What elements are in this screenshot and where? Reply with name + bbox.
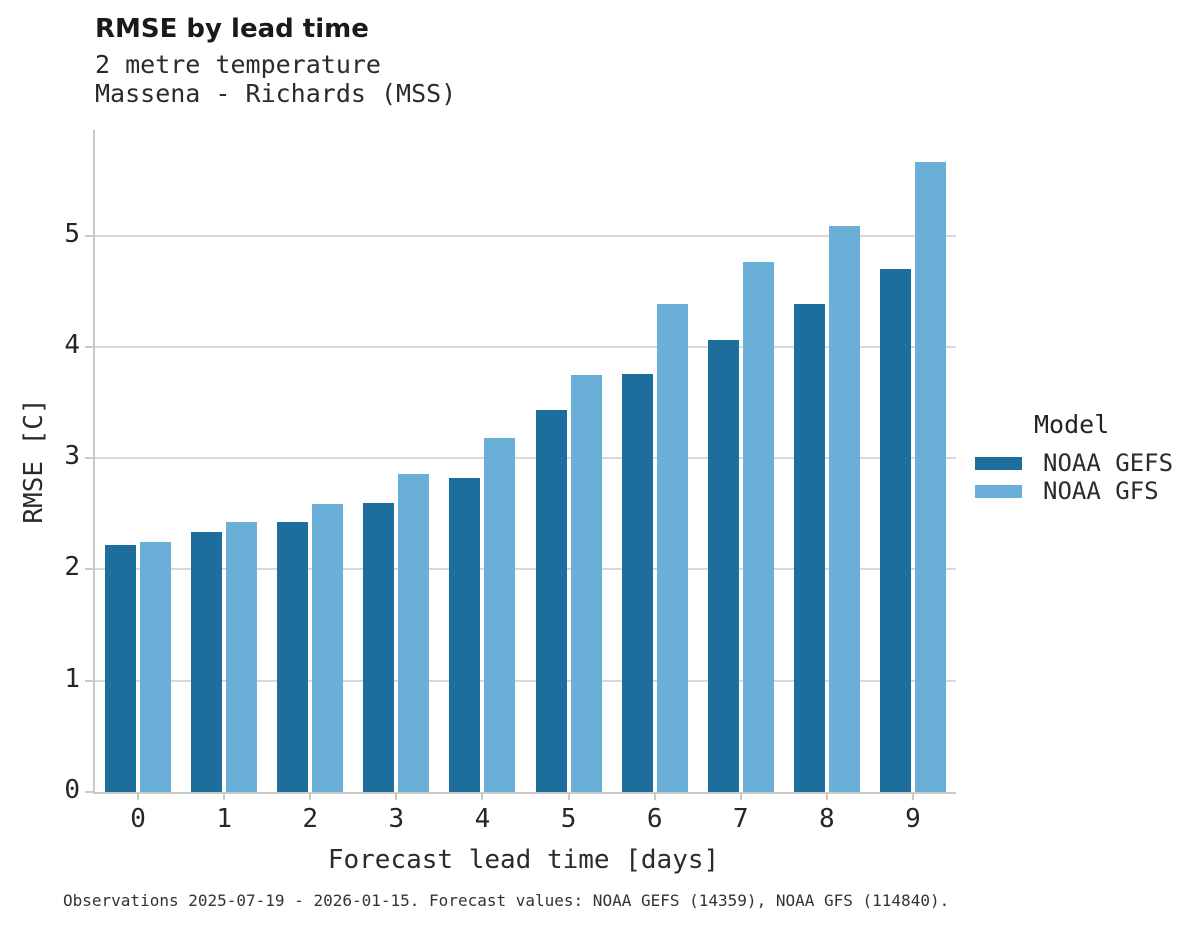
x-tick-label-1: 1 — [216, 804, 232, 834]
x-tick-label-9: 9 — [905, 804, 921, 834]
chart-subtitle-variable: 2 metre temperature — [95, 50, 381, 79]
bar-noaa-gfs-lead9 — [914, 162, 946, 792]
y-tick-label-1: 1 — [64, 663, 80, 694]
bar-noaa-gfs-lead0 — [140, 541, 171, 792]
gridline-y3 — [95, 457, 956, 460]
y-tick-label-3: 3 — [64, 441, 80, 472]
bar-noaa-gfs-lead6 — [656, 303, 688, 792]
bar-noaa-gefs-lead3 — [363, 502, 395, 792]
gridline-y4 — [95, 345, 956, 348]
y-tick-mark-4 — [85, 345, 93, 348]
gridline-y2 — [95, 568, 956, 571]
x-tick-mark-5 — [567, 794, 570, 800]
legend-entry-noaa-gefs: NOAA GEFS — [975, 449, 1195, 477]
y-tick-label-2: 2 — [64, 552, 80, 583]
x-tick-label-5: 5 — [560, 804, 577, 834]
x-tick-mark-9 — [911, 794, 914, 800]
legend: Model NOAA GEFS NOAA GFS — [975, 410, 1195, 505]
legend-entry-noaa-gfs: NOAA GFS — [975, 477, 1195, 505]
bar-noaa-gefs-lead1 — [191, 531, 223, 792]
legend-label-noaa-gefs: NOAA GEFS — [1043, 449, 1174, 477]
bar-noaa-gfs-lead8 — [828, 225, 860, 792]
legend-swatch-noaa-gfs — [975, 484, 1022, 498]
y-tick-mark-3 — [85, 457, 93, 460]
bar-noaa-gfs-lead4 — [484, 438, 516, 792]
bar-noaa-gefs-lead5 — [535, 410, 567, 792]
bar-noaa-gefs-lead6 — [621, 373, 653, 792]
y-axis-label-text: RMSE [C] — [19, 398, 49, 524]
bar-noaa-gfs-lead1 — [226, 521, 258, 792]
bar-noaa-gfs-lead7 — [742, 262, 774, 792]
x-tick-mark-3 — [395, 794, 398, 800]
gridline-y5 — [95, 234, 956, 237]
x-tick-label-3: 3 — [388, 804, 405, 834]
y-tick-label-4: 4 — [64, 329, 80, 360]
bar-noaa-gefs-lead4 — [449, 478, 481, 792]
x-tick-mark-8 — [825, 794, 828, 800]
x-axis-label: Forecast lead time [days] — [327, 845, 720, 875]
legend-label-noaa-gfs: NOAA GFS — [1043, 477, 1159, 505]
y-tick-mark-0 — [85, 791, 93, 793]
chart-title: RMSE by lead time — [95, 14, 369, 44]
bar-noaa-gefs-lead9 — [879, 269, 911, 792]
x-tick-label-2: 2 — [302, 804, 319, 834]
y-tick-mark-2 — [85, 568, 93, 571]
y-tick-label-5: 5 — [64, 218, 80, 249]
bar-noaa-gfs-lead3 — [398, 473, 430, 792]
x-tick-mark-2 — [309, 794, 312, 800]
bar-noaa-gfs-lead5 — [570, 374, 602, 792]
legend-swatch-noaa-gefs — [975, 456, 1022, 470]
x-tick-label-8: 8 — [819, 804, 835, 834]
caption-observations: Observations 2025-07-19 - 2026-01-15. Fo… — [63, 891, 950, 910]
bar-noaa-gefs-lead7 — [707, 340, 739, 792]
chart-subtitle-station: Massena - Richards (MSS) — [95, 79, 457, 108]
bar-noaa-gefs-lead0 — [105, 545, 137, 792]
plot-area: 0 1 2 3 4 5 0 1 2 3 4 5 6 7 8 9 — [64, 130, 956, 834]
y-tick-label-0: 0 — [64, 775, 80, 805]
bar-noaa-gfs-lead2 — [312, 503, 344, 792]
bar-noaa-gefs-lead8 — [793, 303, 825, 792]
y-tick-mark-1 — [85, 679, 93, 682]
x-tick-label-4: 4 — [474, 804, 491, 834]
y-tick-mark-5 — [85, 234, 93, 237]
legend-title: Model — [1034, 410, 1110, 439]
x-tick-mark-7 — [739, 794, 742, 800]
x-tick-mark-4 — [481, 794, 484, 800]
x-tick-mark-0 — [137, 794, 140, 800]
bar-noaa-gefs-lead2 — [277, 521, 309, 792]
x-tick-mark-1 — [223, 794, 226, 800]
x-tick-label-0: 0 — [130, 804, 146, 834]
x-tick-label-6: 6 — [646, 804, 663, 834]
x-tick-mark-6 — [653, 794, 656, 800]
gridline-y1 — [95, 679, 956, 682]
x-tick-label-7: 7 — [732, 804, 749, 834]
